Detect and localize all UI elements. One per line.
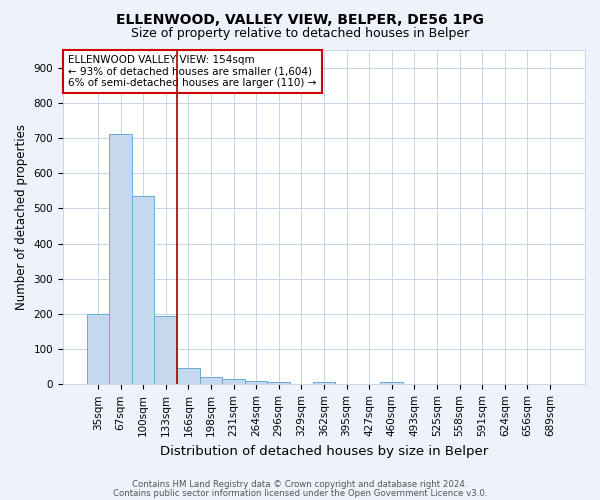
Y-axis label: Number of detached properties: Number of detached properties (15, 124, 28, 310)
Bar (245, 381, 268, 384)
Bar (132, 196, 154, 384)
Bar (268, 382, 290, 384)
Bar (177, 368, 200, 384)
Bar (222, 379, 245, 384)
Bar (109, 134, 132, 384)
Text: ELLENWOOD, VALLEY VIEW, BELPER, DE56 1PG: ELLENWOOD, VALLEY VIEW, BELPER, DE56 1PG (116, 12, 484, 26)
Bar (86, 314, 109, 384)
Text: Contains public sector information licensed under the Open Government Licence v3: Contains public sector information licen… (113, 488, 487, 498)
Bar (154, 316, 177, 384)
Text: Contains HM Land Registry data © Crown copyright and database right 2024.: Contains HM Land Registry data © Crown c… (132, 480, 468, 489)
Bar (380, 382, 403, 384)
X-axis label: Distribution of detached houses by size in Belper: Distribution of detached houses by size … (160, 444, 488, 458)
Bar (313, 382, 335, 384)
Bar (200, 378, 222, 384)
Text: ELLENWOOD VALLEY VIEW: 154sqm
← 93% of detached houses are smaller (1,604)
6% of: ELLENWOOD VALLEY VIEW: 154sqm ← 93% of d… (68, 55, 316, 88)
Text: Size of property relative to detached houses in Belper: Size of property relative to detached ho… (131, 28, 469, 40)
